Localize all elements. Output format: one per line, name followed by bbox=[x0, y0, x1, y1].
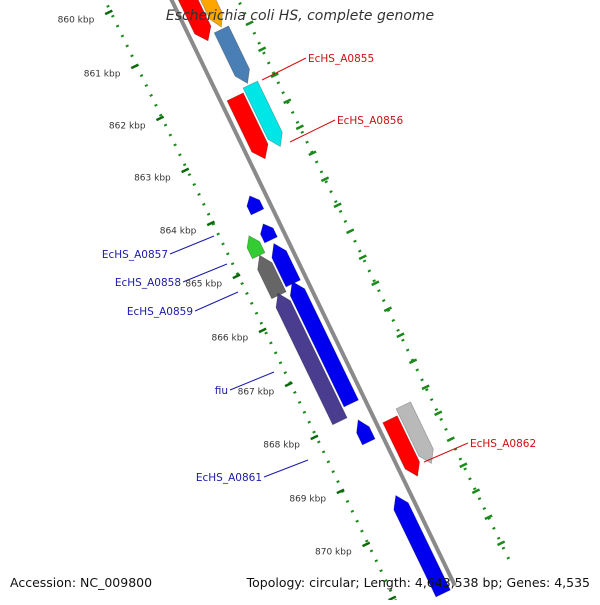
gene-arrow-blue bbox=[289, 280, 359, 408]
gene-arrow-orange bbox=[200, 0, 223, 28]
scale-tick-mark bbox=[155, 115, 165, 122]
scale-tick-label: 865 kbp bbox=[185, 279, 222, 289]
scale-tick-label: 860 kbp bbox=[58, 15, 95, 25]
backbone-line bbox=[169, 0, 457, 587]
gene-arrow-echs-a0856 bbox=[242, 80, 283, 148]
outer-tick-mark bbox=[333, 202, 342, 209]
map-title: Escherichia coli HS, complete genome bbox=[165, 8, 435, 24]
scale-tick-label: 870 kbp bbox=[315, 547, 352, 557]
outer-tick-mark bbox=[446, 436, 455, 443]
leader-line bbox=[289, 119, 336, 143]
gene-label-fiu: fiu bbox=[215, 385, 228, 397]
scale-tick-mark bbox=[130, 63, 140, 70]
outer-tick-mark bbox=[396, 332, 405, 339]
outer-tick-mark bbox=[270, 72, 279, 79]
scale-tick-mark bbox=[336, 488, 345, 495]
outer-tick-mark bbox=[283, 98, 292, 105]
leader-line bbox=[194, 291, 239, 312]
inner-dotted-line bbox=[103, 0, 400, 605]
leader-line bbox=[263, 459, 309, 478]
gene-label-echs-a0855: EcHS_A0855 bbox=[308, 53, 374, 65]
gene-label-echs-a0862: EcHS_A0862 bbox=[470, 438, 536, 450]
gene-arrow-blue bbox=[246, 195, 265, 216]
outer-tick-mark bbox=[245, 20, 254, 27]
topology-text: Topology: circular; Length: 4,643,538 bp… bbox=[246, 575, 590, 590]
outer-dotted-line bbox=[236, 0, 511, 560]
outer-tick-mark bbox=[383, 306, 393, 313]
scale-tick-mark bbox=[310, 434, 319, 441]
gene-label-echs-a0858: EcHS_A0858 bbox=[115, 277, 181, 289]
scale-tick-label: 868 kbp bbox=[263, 440, 300, 450]
gene-arrow-red bbox=[382, 415, 420, 477]
scale-tick-mark bbox=[258, 327, 267, 334]
outer-tick-mark bbox=[295, 124, 304, 131]
gene-label-echs-a0859: EcHS_A0859 bbox=[127, 306, 193, 318]
gene-label-echs-a0857: EcHS_A0857 bbox=[102, 249, 168, 261]
scale-tick-mark bbox=[361, 541, 371, 548]
gene-arrow-red bbox=[226, 92, 269, 160]
outer-tick-mark bbox=[496, 540, 506, 547]
outer-tick-mark bbox=[346, 228, 355, 235]
outer-tick-mark bbox=[371, 280, 380, 287]
gene-arrow-fiu bbox=[275, 292, 348, 426]
outer-tick-mark bbox=[421, 384, 430, 391]
scale-tick-label: 861 kbp bbox=[84, 69, 121, 79]
leader-line bbox=[261, 57, 307, 81]
scale-tick-label: 866 kbp bbox=[211, 333, 248, 343]
outer-tick-mark bbox=[484, 514, 493, 521]
scale-tick-mark bbox=[181, 167, 190, 174]
gene-arrow-echs-a0857 bbox=[246, 235, 266, 260]
gene-features bbox=[177, 0, 451, 598]
gene-arrow-blue bbox=[356, 419, 376, 446]
scale-tick-label: 864 kbp bbox=[160, 226, 197, 236]
outer-tick-mark bbox=[471, 488, 481, 495]
outer-tick-mark bbox=[408, 358, 418, 365]
accession-text: Accession: NC_009800 bbox=[10, 575, 153, 590]
gene-label-echs-a0856: EcHS_A0856 bbox=[337, 115, 403, 127]
gene-arrow-echs-a0855 bbox=[213, 25, 250, 85]
outer-tick-mark bbox=[320, 176, 330, 183]
leader-line bbox=[169, 235, 215, 255]
outer-tick-mark bbox=[257, 46, 267, 53]
label-leader-lines bbox=[169, 57, 469, 478]
gene-labels: EcHS_A0855 EcHS_A0856 EcHS_A0862 EcHS_A0857… bbox=[102, 53, 536, 484]
outer-tick-mark bbox=[459, 462, 468, 469]
gene-arrow-echs-a0862 bbox=[395, 401, 434, 465]
outer-tick-mark bbox=[358, 254, 367, 261]
outer-tick-mark bbox=[308, 150, 317, 157]
genome-backbone bbox=[169, 0, 457, 587]
leader-line bbox=[229, 371, 275, 391]
scale-tick-label: 867 kbp bbox=[238, 387, 275, 397]
gene-arrow-blue bbox=[393, 494, 451, 598]
gene-arrow-red bbox=[177, 0, 212, 42]
scale-tick-label: 862 kbp bbox=[109, 121, 146, 131]
scale-tick-labels: 860 kbp 861 kbp 862 kbp 863 kbp 864 kbp 865 k… bbox=[58, 9, 397, 605]
gene-label-echs-a0861: EcHS_A0861 bbox=[196, 472, 262, 484]
outer-tick-mark bbox=[434, 410, 443, 417]
scale-tick-label: 869 kbp bbox=[289, 494, 326, 504]
gene-arrow-blue bbox=[260, 223, 278, 244]
scale-tick-label: 863 kbp bbox=[134, 173, 171, 183]
leader-line bbox=[182, 263, 228, 283]
scale-tick-mark bbox=[284, 381, 293, 388]
scale-tick-mark bbox=[104, 9, 113, 16]
scale-tick-mark bbox=[206, 220, 215, 227]
scale-tick-mark bbox=[388, 595, 397, 602]
leader-line bbox=[423, 442, 469, 463]
scale-dots bbox=[103, 0, 511, 605]
scale-tick-mark bbox=[232, 273, 241, 280]
